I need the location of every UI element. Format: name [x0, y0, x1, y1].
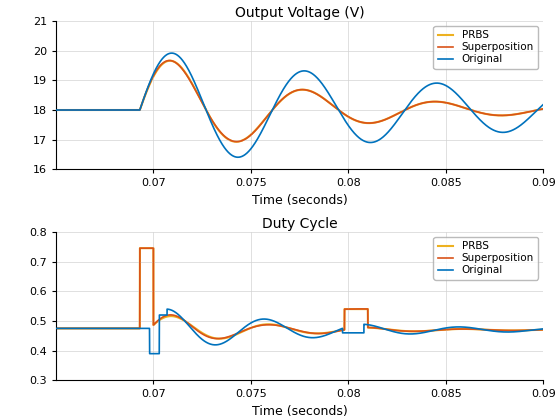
Original [53, 326, 59, 331]
PRBS [73, 326, 80, 331]
Line: Original: Original [56, 309, 543, 354]
Superposition [73, 107, 80, 112]
Original [164, 307, 170, 312]
Line: PRBS: PRBS [56, 248, 543, 339]
PRBS [53, 107, 59, 112]
Superposition [291, 327, 297, 332]
Original [53, 107, 59, 112]
Superposition [53, 326, 59, 331]
Original [73, 107, 80, 112]
PRBS [148, 78, 155, 83]
PRBS [55, 107, 62, 112]
PRBS [233, 139, 240, 144]
Line: Superposition: Superposition [56, 248, 543, 339]
PRBS [291, 327, 297, 332]
Original [235, 155, 241, 160]
Original [148, 351, 155, 356]
Original [514, 125, 521, 130]
Original [148, 76, 155, 81]
Original [55, 107, 62, 112]
Superposition [148, 77, 155, 82]
Original [540, 326, 547, 331]
X-axis label: Time (seconds): Time (seconds) [252, 405, 347, 418]
Original [291, 330, 297, 335]
PRBS [73, 107, 80, 112]
PRBS [148, 246, 155, 251]
Superposition [55, 107, 62, 112]
PRBS [540, 107, 547, 112]
PRBS [167, 58, 174, 63]
PRBS [540, 327, 547, 332]
PRBS [53, 326, 59, 331]
Legend: PRBS, Superposition, Original: PRBS, Superposition, Original [433, 237, 538, 280]
Superposition [234, 139, 240, 144]
PRBS [82, 107, 88, 112]
Original [82, 107, 88, 112]
Superposition [514, 112, 521, 117]
Superposition [291, 89, 297, 94]
PRBS [82, 326, 88, 331]
PRBS [55, 326, 62, 331]
Original [169, 51, 175, 56]
Original [82, 326, 88, 331]
Superposition [82, 107, 88, 112]
Superposition [514, 328, 521, 333]
Original [540, 102, 547, 107]
Superposition [73, 326, 80, 331]
Original [291, 73, 297, 78]
PRBS [514, 112, 521, 117]
Superposition [214, 336, 221, 341]
PRBS [291, 89, 297, 94]
Title: Duty Cycle: Duty Cycle [262, 217, 338, 231]
Line: Superposition: Superposition [56, 61, 543, 142]
Superposition [166, 58, 173, 63]
PRBS [216, 336, 223, 341]
Superposition [540, 327, 547, 332]
Title: Output Voltage (V): Output Voltage (V) [235, 6, 365, 20]
Original [146, 351, 153, 356]
Superposition [148, 246, 155, 251]
Original [55, 326, 62, 331]
Line: Original: Original [56, 53, 543, 157]
Superposition [82, 326, 88, 331]
PRBS [137, 246, 143, 251]
Superposition [55, 326, 62, 331]
Line: PRBS: PRBS [56, 61, 543, 142]
X-axis label: Time (seconds): Time (seconds) [252, 194, 347, 207]
PRBS [514, 328, 521, 333]
Superposition [540, 107, 547, 112]
Superposition [53, 107, 59, 112]
Legend: PRBS, Superposition, Original: PRBS, Superposition, Original [433, 26, 538, 69]
Original [73, 326, 80, 331]
Superposition [137, 246, 143, 251]
Original [514, 329, 521, 334]
